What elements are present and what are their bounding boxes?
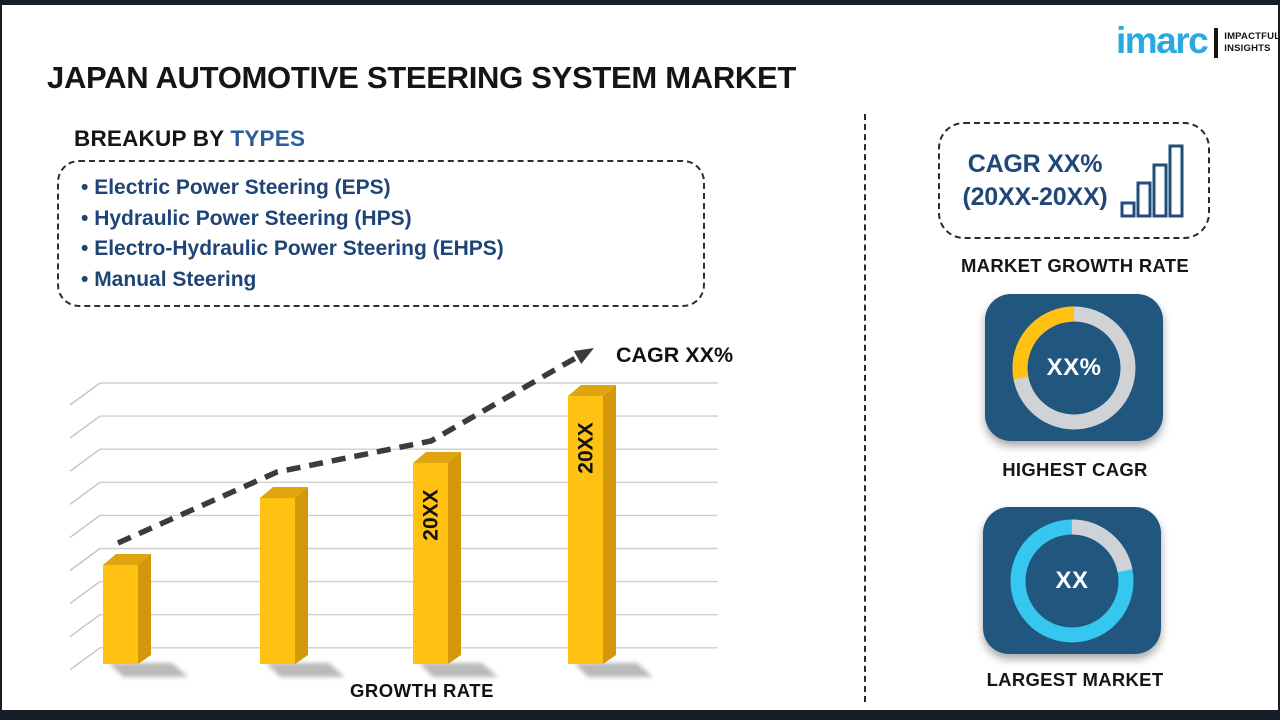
breakup-types-box: Electric Power Steering (EPS)Hydraulic P… [57, 160, 705, 307]
donut-segment [1012, 306, 1136, 429]
grid-wall-tick [69, 514, 101, 538]
largest-market-card: XX [983, 507, 1161, 654]
vertical-divider [864, 114, 866, 702]
trend-label: CAGR XX% [616, 343, 733, 367]
grid-wall-tick [69, 647, 101, 671]
bar-top-face [413, 452, 461, 463]
breakup-heading-prefix: BREAKUP BY [74, 126, 224, 151]
breakup-item: Hydraulic Power Steering (HPS) [81, 204, 693, 235]
breakup-item: Electric Power Steering (EPS) [81, 173, 693, 204]
donut-segment [1010, 519, 1134, 642]
page-title: JAPAN AUTOMOTIVE STEERING SYSTEM MARKET [47, 60, 797, 95]
bar-shadow [419, 663, 498, 677]
grid-wall-tick [69, 581, 101, 605]
highest-cagr-label: HIGHEST CAGR [1002, 459, 1148, 480]
bottom-border-bar [0, 710, 1280, 720]
breakup-heading-highlight: TYPES [230, 126, 306, 151]
bar-shadow [266, 663, 345, 677]
trend-line [116, 349, 588, 546]
grid-wall-tick [69, 547, 101, 572]
logo-divider-bar [1214, 27, 1219, 58]
breakup-item: Electro-Hydraulic Power Steering (EHPS) [81, 234, 693, 265]
largest-market-donut-chart [1010, 519, 1134, 642]
bar-label: 20XX [575, 422, 598, 473]
x-axis-label: GROWTH RATE [350, 680, 494, 701]
bar [568, 396, 603, 664]
breakup-heading: BREAKUP BY TYPES [74, 126, 305, 152]
grid-wall-tick [69, 382, 101, 406]
breakup-item: Manual Steering [81, 265, 693, 296]
market-growth-rate-card: CAGR XX% (20XX-20XX) [938, 122, 1210, 239]
breakup-types-list: Electric Power Steering (EPS)Hydraulic P… [81, 173, 693, 295]
bar-label: 20XX [420, 489, 443, 540]
bar-shadow [574, 663, 653, 677]
grid-wall-tick [69, 448, 101, 472]
highest-cagr-card: XX% [985, 294, 1163, 441]
cagr-text: CAGR XX% (20XX-20XX) [962, 150, 1108, 211]
bar-top-face [260, 487, 308, 498]
market-growth-rate-label: MARKET GROWTH RATE [960, 255, 1190, 276]
bar-side-face [603, 385, 616, 664]
bar-side-face [138, 554, 151, 664]
bar-top-face [568, 385, 616, 396]
bar [103, 565, 138, 664]
trend-arrowhead [573, 348, 594, 364]
grid-wall-tick [69, 415, 101, 439]
largest-market-label: LARGEST MARKET [986, 669, 1164, 690]
left-border-line [0, 0, 2, 720]
bar-shadow [109, 663, 188, 677]
right-border-line [1278, 0, 1280, 720]
growth-bars-icon [1120, 144, 1184, 217]
logo-tagline: IMPACTFUL INSIGHTS [1224, 31, 1280, 54]
highest-cagr-donut-chart [1012, 306, 1136, 429]
bar [260, 498, 295, 664]
imarc-logo-wordmark: imarc [1116, 20, 1209, 61]
bar-side-face [448, 452, 461, 664]
largest-market-value: XX [1055, 566, 1089, 594]
bar [413, 463, 448, 664]
top-border-bar [0, 0, 1280, 5]
imarc-logo: imarc IMPACTFUL INSIGHTS [1116, 22, 1280, 59]
highest-cagr-value: XX% [1046, 353, 1102, 381]
bar-top-face [103, 554, 151, 565]
bar-side-face [295, 487, 308, 664]
growth-rate-bar-chart: 20XX 20XX CAGR XX% GROWTH RATE [69, 343, 733, 701]
grid-wall-tick [69, 614, 101, 638]
grid-wall-tick [69, 481, 101, 505]
